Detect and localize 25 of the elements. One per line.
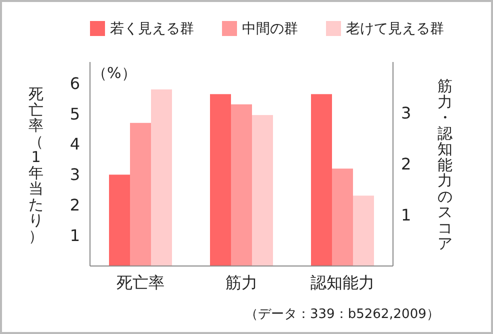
x-tick-label: 死亡率: [116, 273, 164, 292]
legend-label: 中間の群: [242, 21, 298, 37]
text: （データ：339：b5262,2009）: [245, 307, 440, 322]
legend-label: 若く見える群: [110, 21, 194, 37]
x-tick-label: 筋力: [226, 273, 258, 292]
y-tick-label: 1: [70, 226, 80, 246]
y2-tick-label: 1: [401, 206, 412, 224]
x-tick-label: 認知能力: [310, 273, 374, 292]
y2-tick-label: 3: [401, 104, 412, 122]
y-tick-label: 2: [70, 196, 80, 215]
y-tick-label: 5: [70, 104, 80, 124]
bar: [332, 168, 353, 266]
y2-tick-label: 2: [401, 154, 412, 174]
bar: [311, 94, 332, 266]
bar: [231, 104, 252, 266]
bar: [210, 94, 231, 266]
bar: [252, 115, 273, 266]
bar: [353, 196, 374, 266]
annotation: （%）: [92, 64, 136, 82]
y-tick-label: 6: [70, 74, 80, 93]
legend-label: 老けて見える群: [346, 21, 444, 37]
y-tick-label: 3: [70, 165, 80, 184]
text: 死亡率（1年当たり）: [28, 85, 44, 245]
y-tick-label: 4: [70, 134, 80, 154]
text: 筋力・認知能力のスコア: [438, 77, 452, 253]
